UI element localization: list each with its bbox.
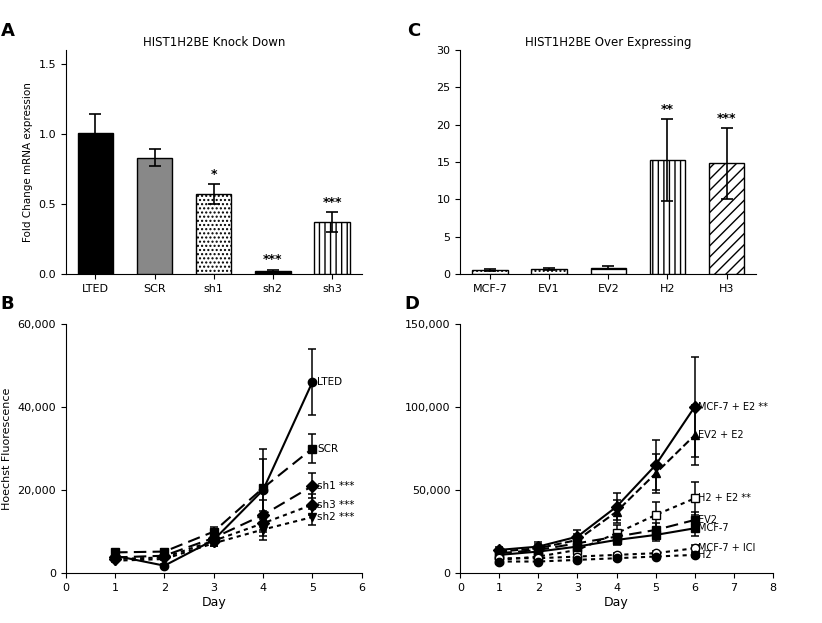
Text: H2: H2 <box>699 550 712 560</box>
Text: MCF-7: MCF-7 <box>699 523 729 533</box>
Bar <box>136 158 173 274</box>
Text: D: D <box>404 295 419 313</box>
Text: EV2 + E2: EV2 + E2 <box>699 430 744 440</box>
Y-axis label: Hoechst Fluorescence: Hoechst Fluorescence <box>2 388 12 510</box>
Text: EV2: EV2 <box>699 515 718 525</box>
Title: HIST1H2BE Over Expressing: HIST1H2BE Over Expressing <box>525 36 691 49</box>
Bar <box>472 270 508 274</box>
Text: ***: *** <box>322 196 342 209</box>
Bar <box>77 133 113 274</box>
Text: LTED: LTED <box>317 377 343 387</box>
Text: ***: *** <box>717 112 737 125</box>
Text: **: ** <box>661 103 674 116</box>
Text: MCF-7 + ICI: MCF-7 + ICI <box>699 543 756 553</box>
Text: sh2 ***: sh2 *** <box>317 512 354 522</box>
Title: HIST1H2BE Knock Down: HIST1H2BE Knock Down <box>142 36 285 49</box>
Text: B: B <box>1 295 14 313</box>
Text: A: A <box>1 22 15 40</box>
Text: sh3 ***: sh3 *** <box>317 500 354 510</box>
Bar <box>314 222 350 274</box>
Y-axis label: Fold Change mRNA expression: Fold Change mRNA expression <box>23 82 33 242</box>
X-axis label: Day: Day <box>201 596 226 609</box>
Bar <box>531 269 567 274</box>
Bar <box>196 194 232 274</box>
Text: C: C <box>407 22 420 40</box>
Text: *: * <box>210 168 217 181</box>
Bar <box>255 272 291 274</box>
X-axis label: Day: Day <box>604 596 629 609</box>
Text: ***: *** <box>263 254 283 267</box>
Text: SCR: SCR <box>317 444 339 454</box>
Bar <box>709 163 745 274</box>
Bar <box>649 159 686 274</box>
Text: MCF-7 + E2 **: MCF-7 + E2 ** <box>699 402 769 412</box>
Bar <box>590 268 626 274</box>
Text: sh1 ***: sh1 *** <box>317 481 354 491</box>
Text: H2 + E2 **: H2 + E2 ** <box>699 493 751 503</box>
